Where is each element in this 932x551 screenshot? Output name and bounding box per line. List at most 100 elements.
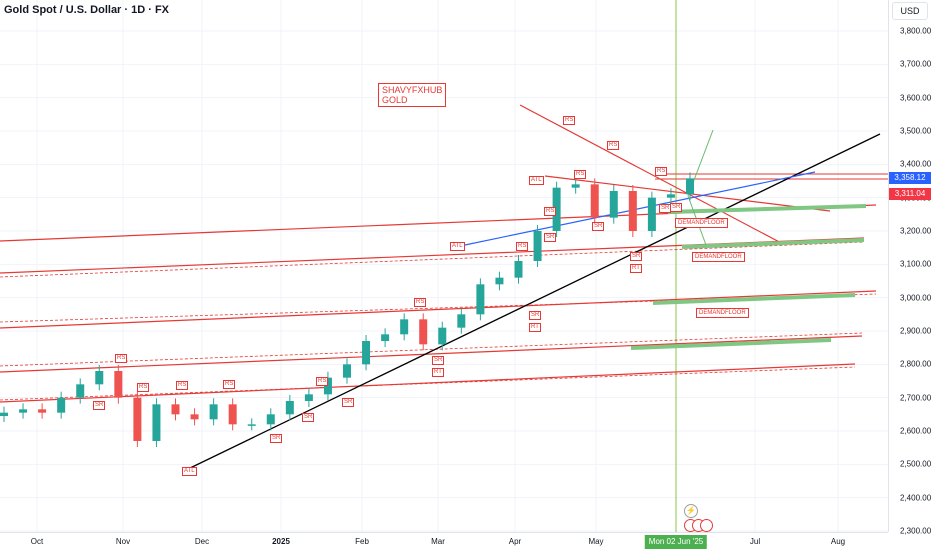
atl-label-3: ATL: [529, 176, 544, 185]
price-tick-label: 3,000.00: [900, 293, 932, 303]
rs-label-apr: RS: [544, 207, 557, 216]
price-tick-label: 2,300.00: [900, 526, 932, 536]
time-tick-label: Dec: [194, 537, 210, 546]
rs-label-may: RS: [607, 141, 620, 150]
candle-body: [533, 231, 542, 261]
candle-body: [38, 409, 47, 413]
price-tick-label: 3,100.00: [900, 259, 932, 269]
price-tick-label: 3,700.00: [900, 59, 932, 69]
crosshair-date-tag: Mon 02 Jun '25: [644, 535, 708, 549]
atl-label-1: ATL: [182, 467, 197, 476]
candle-body: [19, 409, 28, 413]
rs-label-jan: RS: [316, 377, 329, 386]
sr-label-5: SR: [432, 356, 445, 365]
candle-body: [343, 364, 351, 378]
rt-label-1: RT: [432, 368, 444, 377]
price-tick-label: 3,200.00: [900, 226, 932, 236]
candle-body: [190, 414, 199, 420]
brand-label: SHAVYFXHUB GOLD: [378, 83, 447, 107]
wedge-line-upper: [519, 104, 786, 246]
sr-label-4: SR: [342, 398, 355, 407]
candle-body: [266, 414, 275, 425]
candle-body: [0, 412, 8, 416]
main-uptrend-line: [185, 133, 881, 471]
us-flag-icon-3[interactable]: [700, 519, 713, 532]
candle-body: [57, 397, 66, 413]
demand-zone-3: [652, 293, 856, 305]
price-tick-label: 2,600.00: [900, 426, 932, 436]
chart-title: Gold Spot / U.S. Dollar · 1D · FX: [4, 4, 170, 16]
candle-body: [552, 187, 561, 231]
currency-selector[interactable]: USD: [892, 2, 928, 20]
price-tick-label: 2,900.00: [900, 326, 932, 336]
candle-body: [247, 424, 256, 426]
time-tick-label: Aug: [830, 537, 846, 546]
candle-body: [285, 401, 294, 415]
price-tick-label: 2,400.00: [900, 493, 932, 503]
rt-label-3: RT: [630, 264, 642, 273]
sr-label-11: SR: [670, 203, 683, 212]
candle-body: [381, 334, 390, 341]
demand-zone-2: [681, 238, 865, 249]
sr-label-9: SR: [630, 252, 643, 261]
sr-label-2: SR: [270, 434, 283, 443]
candle-body: [457, 314, 466, 328]
candle-body: [95, 371, 104, 385]
atl-label-2: ATL: [450, 242, 465, 251]
time-tick-label: Jul: [749, 537, 761, 546]
rs-label-apr2: RS: [563, 116, 576, 125]
lightning-event-icon[interactable]: ⚡: [684, 504, 698, 518]
candle-body: [514, 261, 523, 278]
current-price-tag: 3,358.12: [889, 172, 931, 185]
brand-line-1: SHAVYFXHUB: [382, 85, 443, 95]
price-tick-label: 3,500.00: [900, 126, 932, 136]
candle-body: [686, 178, 694, 195]
candle-body: [666, 194, 675, 198]
trendline-red-dashed-4: [0, 366, 856, 401]
sr-label-8: SR: [592, 222, 605, 231]
candle-body: [171, 404, 180, 415]
price-tick-label: 2,700.00: [900, 393, 932, 403]
candle-body: [571, 184, 580, 188]
rs-label-feb: RS: [414, 298, 427, 307]
rs-label-apr3: RS: [574, 170, 587, 179]
candle-body: [438, 327, 447, 345]
demand-floor-label-2: DEMANDFLOOR: [692, 252, 745, 262]
sr-label-1: SR: [93, 401, 106, 410]
trendline-red-dashed-3: [0, 332, 863, 367]
rs-label-nov: RS: [115, 354, 128, 363]
candle-body: [114, 371, 123, 398]
price-chart[interactable]: [0, 0, 888, 532]
sr-label-7: SR: [544, 233, 557, 242]
time-tick-label: Oct: [30, 537, 44, 546]
time-tick-label: Apr: [508, 537, 522, 546]
candle-body: [228, 404, 237, 425]
candle-body: [323, 377, 332, 395]
candle-body: [400, 319, 409, 335]
candle-body: [76, 384, 85, 398]
candle-body: [476, 284, 485, 315]
trendline-red-4: [0, 335, 863, 373]
demand-floor-label-1: DEMANDFLOOR: [675, 218, 728, 228]
price-tick-label: 3,400.00: [900, 159, 932, 169]
candle-body: [609, 191, 618, 218]
candle-body: [209, 404, 218, 420]
demand-zone-1: [667, 204, 867, 214]
time-tick-label: Nov: [115, 537, 131, 546]
time-tick-label: Feb: [355, 537, 369, 546]
rs-label-may2: RS: [655, 167, 668, 176]
price-axis[interactable]: [888, 0, 932, 532]
rs-label-mar: RS: [516, 242, 529, 251]
candle-body: [647, 197, 656, 231]
trendline-red-5: [0, 363, 856, 403]
sr-label-3: SR: [302, 413, 315, 422]
candle-body: [152, 404, 161, 441]
candle-body: [628, 191, 637, 231]
candle-body: [495, 277, 504, 285]
candle-body: [362, 341, 371, 365]
second-price-tag: 3,311.04: [889, 188, 931, 200]
price-tick-label: 3,600.00: [900, 93, 932, 103]
time-tick-label: May: [588, 537, 604, 546]
candle-body: [133, 397, 142, 441]
